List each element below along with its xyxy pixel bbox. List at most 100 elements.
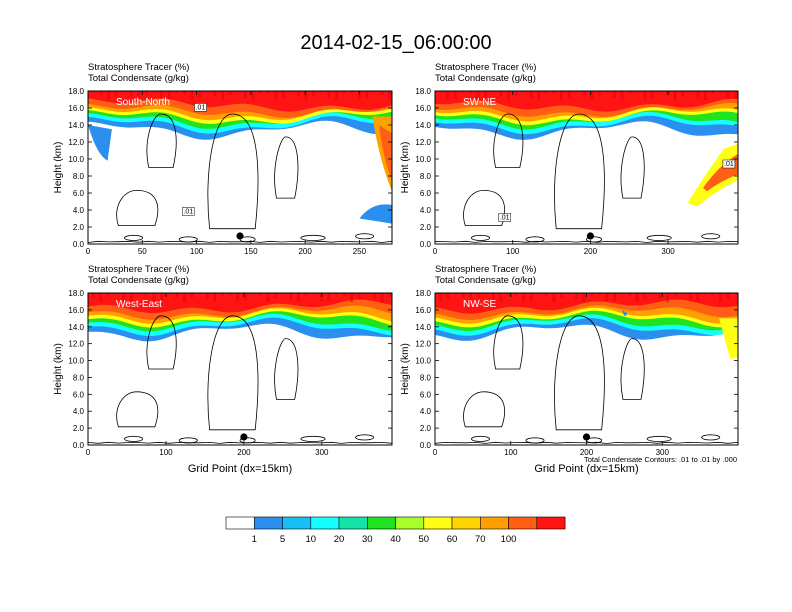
tracer-streak (719, 293, 723, 302)
y-tick-label: 16.0 (415, 306, 431, 315)
tracer-streak (507, 91, 510, 101)
contour-baseline (88, 240, 392, 243)
tracer-streak (734, 91, 738, 99)
contour-label: .01 (724, 161, 734, 168)
tracer-streak (388, 293, 392, 297)
cross-section-label: West-East (116, 299, 162, 310)
y-tick-label: 8.0 (420, 373, 432, 382)
x-tick-label: 250 (353, 247, 367, 256)
tracer-streak (628, 293, 632, 297)
tracer-streak (681, 293, 685, 295)
location-marker (586, 232, 595, 240)
tracer-streak (461, 91, 465, 93)
colorbar-swatch (536, 516, 566, 530)
tracer-streak (160, 293, 164, 300)
location-marker (236, 232, 244, 240)
tracer-streak (438, 293, 442, 302)
contour-cell (274, 136, 299, 199)
plot-area (88, 293, 392, 445)
colorbar: 1 5 10 20 30 40 50 60 70 100 (225, 516, 566, 545)
tracer-streak (446, 91, 450, 99)
tracer-intrusion (359, 204, 392, 224)
tracer-streak (304, 293, 308, 297)
tracer-streak (469, 293, 473, 303)
tracer-streak (673, 91, 677, 101)
panel-frame (87, 90, 393, 245)
tracer-intrusion (88, 125, 112, 161)
plot-area (435, 293, 738, 445)
y-tick-label: 0.0 (73, 240, 85, 249)
y-tick-label: 12.0 (415, 340, 431, 349)
contour-loop (701, 233, 721, 240)
tracer-streak (703, 293, 707, 295)
tracer-streak (673, 293, 677, 297)
tracer-streak (726, 293, 730, 300)
tracer-streak (719, 91, 723, 93)
contour-label-box (498, 213, 511, 222)
tracer-streak (688, 293, 692, 301)
contour-label-box (194, 103, 207, 112)
tracer-streak (484, 91, 488, 98)
contour-loop (470, 234, 490, 241)
tracer-streak (274, 91, 278, 100)
contour-cell (207, 315, 259, 431)
contour-baseline (435, 441, 738, 444)
tracer-streak (152, 91, 156, 93)
panel-header-condensate: Total Condensate (g/kg) (88, 275, 189, 286)
tracer-streak (251, 91, 255, 100)
tracer-streak (365, 91, 369, 99)
x-tick-label: 300 (656, 448, 670, 457)
tracer-streak (446, 293, 450, 300)
tracer-streak (357, 91, 361, 100)
tracer-streak (350, 293, 354, 303)
tracer-streak (552, 91, 556, 94)
tracer-streak (91, 293, 95, 298)
contour-loop (646, 435, 672, 442)
tracer-streak (643, 293, 647, 299)
panel-south-north: Stratosphere Tracer (%)Total Condensate … (53, 62, 393, 256)
tracer-streak (388, 91, 392, 101)
y-tick-label: 6.0 (73, 390, 85, 399)
x-tick-label: 0 (86, 247, 91, 256)
contour-cell (146, 113, 177, 168)
contour-label: .01 (196, 104, 206, 111)
tracer-band (435, 91, 738, 112)
tracer-streak (696, 293, 700, 302)
tracer-streak (236, 293, 240, 302)
tracer-streak (666, 91, 669, 95)
y-tick-label: 4.0 (420, 407, 432, 416)
tracer-streak (620, 91, 624, 100)
y-tick-label: 4.0 (420, 206, 432, 215)
tracer-band (88, 293, 392, 314)
x-tick-label: 0 (433, 247, 438, 256)
tracer-streak (304, 91, 308, 101)
colorbar-label: 20 (334, 534, 345, 545)
tracer-streak (469, 91, 473, 94)
tracer-streak (696, 91, 700, 98)
tracer-streak (575, 293, 579, 299)
tracer-streak (259, 91, 262, 93)
colorbar-label: 1 (252, 534, 257, 545)
tracer-streak (711, 293, 715, 296)
x-tick-label: 300 (315, 448, 329, 457)
tracer-streak (122, 293, 126, 301)
y-tick-label: 8.0 (73, 172, 85, 181)
tracer-streak (281, 91, 285, 98)
tracer-streak (597, 91, 601, 96)
panel-header-tracer: Stratosphere Tracer (%) (435, 62, 536, 73)
y-tick-label: 12.0 (68, 138, 84, 147)
panel-header-condensate: Total Condensate (g/kg) (435, 73, 536, 84)
x-tick-label: 300 (661, 247, 675, 256)
colorbar-swatch (508, 516, 538, 530)
tracer-streak (183, 293, 186, 303)
tracer-streak (560, 91, 563, 100)
y-tick-label: 2.0 (420, 424, 432, 433)
tracer-streak (552, 293, 556, 303)
contour-cell (554, 315, 605, 431)
tracer-intrusion (378, 125, 392, 182)
x-axis-label: Grid Point (dx=15km) (534, 463, 638, 475)
tracer-streak (289, 293, 293, 299)
tracer-streak (613, 91, 616, 98)
cross-section-label: NW-SE (463, 299, 496, 310)
tracer-streak (198, 91, 202, 98)
